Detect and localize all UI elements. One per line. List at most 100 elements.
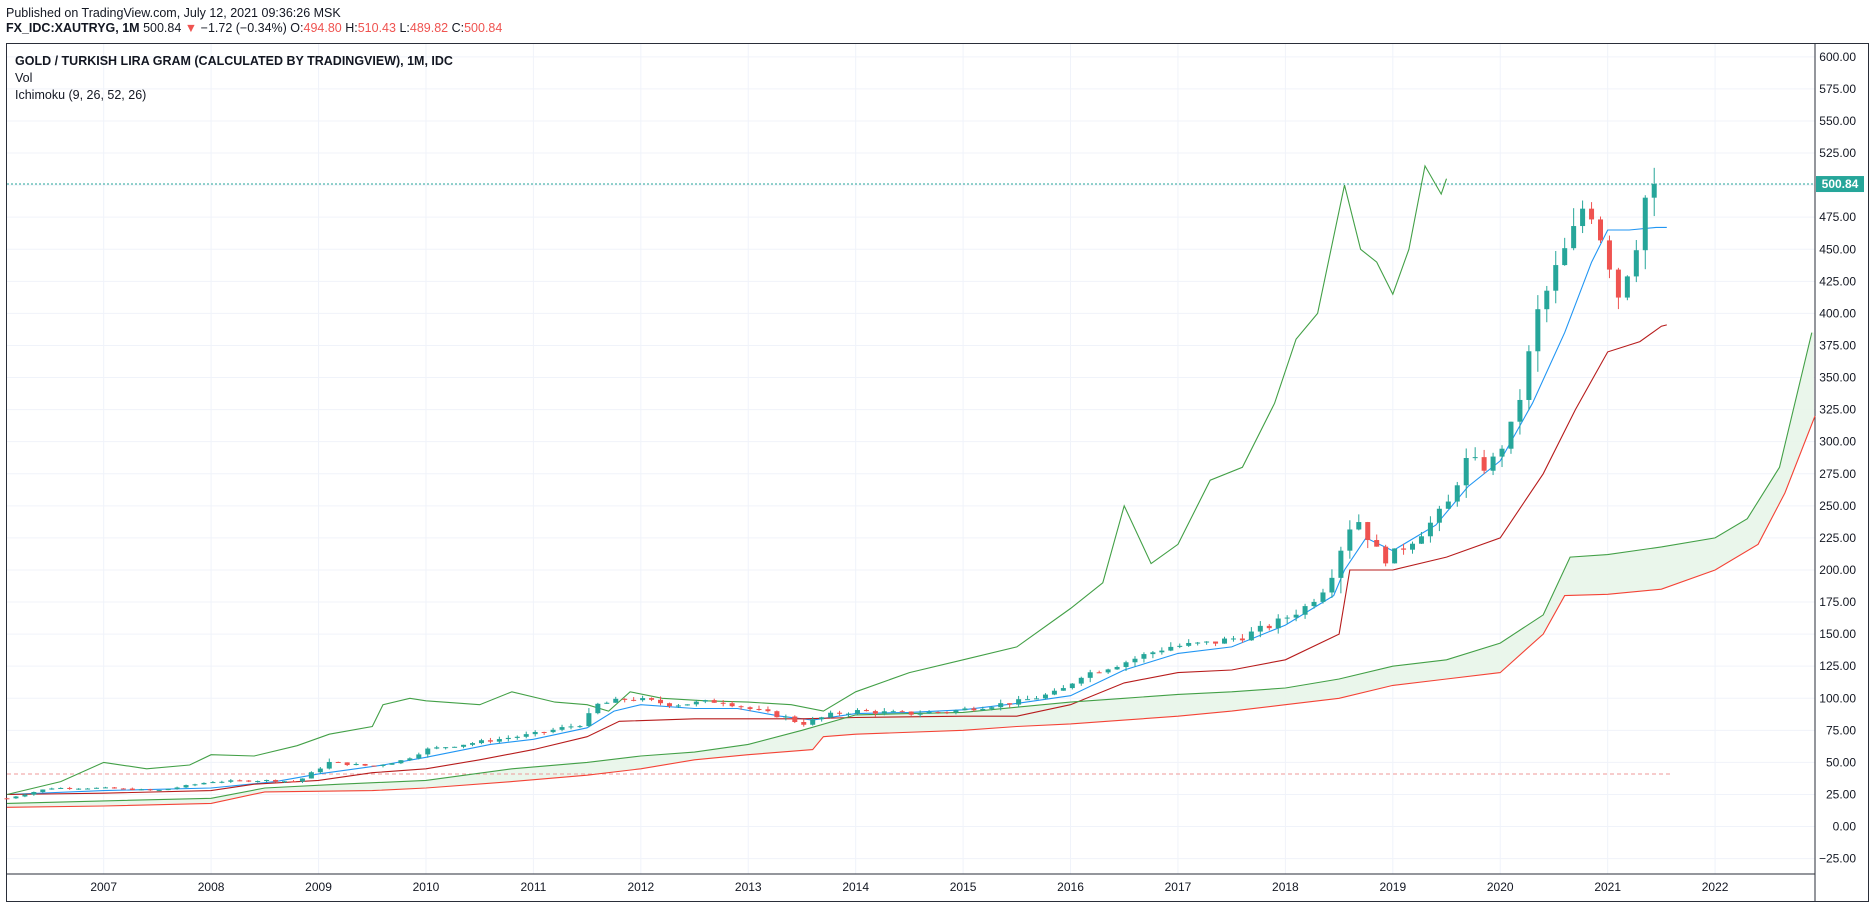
candle-body xyxy=(1490,456,1496,471)
candle-body xyxy=(926,711,932,714)
candle-body xyxy=(58,787,64,789)
legend-volume[interactable]: Vol xyxy=(15,71,33,85)
candle-body xyxy=(1544,290,1550,310)
candle-body xyxy=(49,788,55,790)
candle-body xyxy=(1159,650,1165,653)
candle-body xyxy=(684,704,690,706)
y-tick-label: 450.00 xyxy=(1819,242,1856,256)
candle-body xyxy=(1580,208,1586,227)
candle-body xyxy=(1338,550,1344,578)
candle-body xyxy=(559,727,565,730)
y-tick-label: 150.00 xyxy=(1819,627,1856,641)
low-value: 489.82 xyxy=(409,21,449,35)
x-tick-label: 2009 xyxy=(305,880,332,894)
candle-body xyxy=(273,779,279,782)
x-tick-label: 2013 xyxy=(735,880,762,894)
x-tick-label: 2011 xyxy=(520,880,546,894)
candle-body xyxy=(711,700,717,703)
y-tick-label: 75.00 xyxy=(1826,723,1856,737)
candle-body xyxy=(1204,641,1210,643)
candle-body xyxy=(586,713,592,727)
series-line-conversion-line xyxy=(6,226,1667,796)
candle-body xyxy=(13,796,19,799)
y-tick-label: 400.00 xyxy=(1819,306,1856,320)
candle-body xyxy=(102,787,108,789)
candle-body xyxy=(1436,508,1442,523)
candle-body xyxy=(908,711,914,715)
y-tick-label: 575.00 xyxy=(1819,82,1856,96)
y-tick-label: 325.00 xyxy=(1819,403,1856,417)
candle-body xyxy=(85,788,91,790)
candle-body xyxy=(264,779,270,782)
candle-body xyxy=(111,787,117,789)
candle-body xyxy=(326,761,332,769)
candle-body xyxy=(1463,458,1469,486)
candle-body xyxy=(1275,618,1281,629)
candle-body xyxy=(255,781,261,783)
candle-body xyxy=(138,789,144,791)
candle-body xyxy=(1365,522,1371,541)
x-tick-label: 2007 xyxy=(90,880,117,894)
ichimoku-cloud xyxy=(7,332,1814,808)
candle-body xyxy=(1454,485,1460,502)
candle-body xyxy=(1168,646,1174,651)
candle-body xyxy=(40,789,46,793)
candle-body xyxy=(693,701,699,705)
candle-body xyxy=(854,710,860,714)
candle-body xyxy=(1051,690,1057,695)
candle-body xyxy=(1284,617,1290,619)
candle-body xyxy=(577,726,583,728)
candle-body xyxy=(487,740,493,742)
candle-body xyxy=(1213,641,1219,644)
candle-body xyxy=(666,703,672,707)
candle-body xyxy=(407,758,413,761)
candle-body xyxy=(67,787,73,789)
legend-title: GOLD / TURKISH LIRA GRAM (CALCULATED BY … xyxy=(15,54,453,68)
candle-body xyxy=(863,710,869,712)
candle-body xyxy=(210,782,216,784)
candle-body xyxy=(31,792,37,795)
x-tick-label: 2021 xyxy=(1594,880,1621,894)
candle-body xyxy=(613,698,619,703)
candle-body xyxy=(308,772,314,779)
candle-body xyxy=(470,743,476,745)
candle-body xyxy=(729,703,735,707)
candle-body xyxy=(935,711,941,713)
candle-body xyxy=(282,781,288,783)
candle-body xyxy=(1445,501,1451,509)
candle-body xyxy=(1248,631,1254,641)
high-label: H: xyxy=(345,21,358,35)
candle-body xyxy=(523,734,529,737)
candle-body xyxy=(1025,699,1031,701)
last-price-tag-label: 500.84 xyxy=(1822,177,1859,191)
candle-body xyxy=(201,782,207,785)
candle-body xyxy=(1034,698,1040,700)
x-tick-label: 2015 xyxy=(950,880,977,894)
candle-body xyxy=(353,763,359,766)
candle-body xyxy=(1356,522,1362,530)
candle-body xyxy=(1311,601,1317,607)
candle-body xyxy=(568,726,574,728)
candle-body xyxy=(1230,638,1236,640)
candle-body xyxy=(792,716,798,723)
candle-body xyxy=(461,744,467,747)
x-tick-label: 2016 xyxy=(1057,880,1084,894)
candle-body xyxy=(147,789,153,791)
candle-body xyxy=(1598,219,1604,241)
candle-body xyxy=(1615,269,1621,298)
candle-body xyxy=(478,740,484,744)
candle-body xyxy=(980,708,986,711)
candle-body xyxy=(944,712,950,714)
legend-ichimoku[interactable]: Ichimoku (9, 26, 52, 26) xyxy=(15,88,147,102)
candle-body xyxy=(1114,666,1120,670)
candle-body xyxy=(344,762,350,766)
candle-body xyxy=(94,787,100,789)
y-tick-label: −25.00 xyxy=(1819,852,1856,866)
candle-body xyxy=(1186,642,1192,646)
candle-body xyxy=(174,787,180,789)
candle-body xyxy=(496,739,502,742)
candle-body xyxy=(183,785,189,788)
candle-body xyxy=(1392,548,1398,564)
candle-body xyxy=(899,711,905,713)
